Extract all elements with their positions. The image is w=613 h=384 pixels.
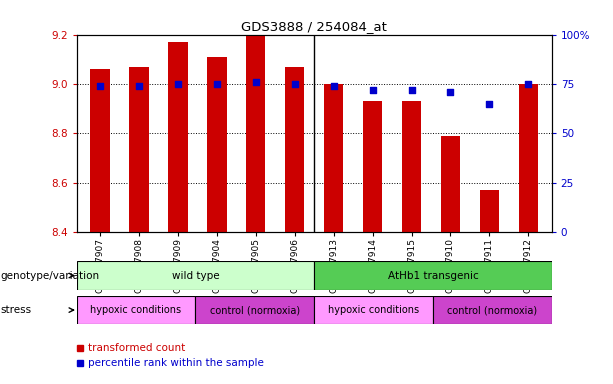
Point (368, 87, 378, 93)
Title: GDS3888 / 254084_at: GDS3888 / 254084_at (242, 20, 387, 33)
Bar (168, 42, 188, 232)
Bar (441, 136, 460, 232)
Point (95, 83, 105, 89)
Bar (314, 261, 552, 290)
Point (484, 101, 494, 107)
Point (173, 81, 183, 87)
Bar (324, 84, 343, 232)
Bar (363, 101, 383, 232)
Text: stress: stress (1, 305, 32, 315)
Text: transformed count: transformed count (88, 343, 185, 353)
Bar (285, 67, 305, 232)
Bar (314, 296, 433, 324)
Point (524, 81, 533, 87)
Point (446, 89, 455, 95)
Bar (129, 67, 149, 232)
Bar (402, 101, 421, 232)
Text: control (normoxia): control (normoxia) (210, 305, 300, 315)
Text: genotype/variation: genotype/variation (1, 270, 100, 281)
Text: percentile rank within the sample: percentile rank within the sample (88, 358, 264, 368)
Text: wild type: wild type (172, 270, 219, 281)
Point (251, 79, 261, 85)
Point (329, 83, 338, 89)
Bar (433, 296, 552, 324)
Bar (77, 296, 196, 324)
Bar (479, 190, 499, 232)
Bar (90, 69, 110, 232)
Text: control (normoxia): control (normoxia) (447, 305, 538, 315)
Bar (246, 35, 265, 232)
Bar (207, 57, 227, 232)
Point (406, 87, 416, 93)
Bar (77, 261, 314, 290)
Point (212, 81, 222, 87)
Text: hypoxic conditions: hypoxic conditions (328, 305, 419, 315)
Bar (196, 296, 314, 324)
Text: AtHb1 transgenic: AtHb1 transgenic (387, 270, 478, 281)
Text: hypoxic conditions: hypoxic conditions (91, 305, 181, 315)
Point (290, 81, 300, 87)
Bar (519, 84, 538, 232)
Point (134, 83, 144, 89)
